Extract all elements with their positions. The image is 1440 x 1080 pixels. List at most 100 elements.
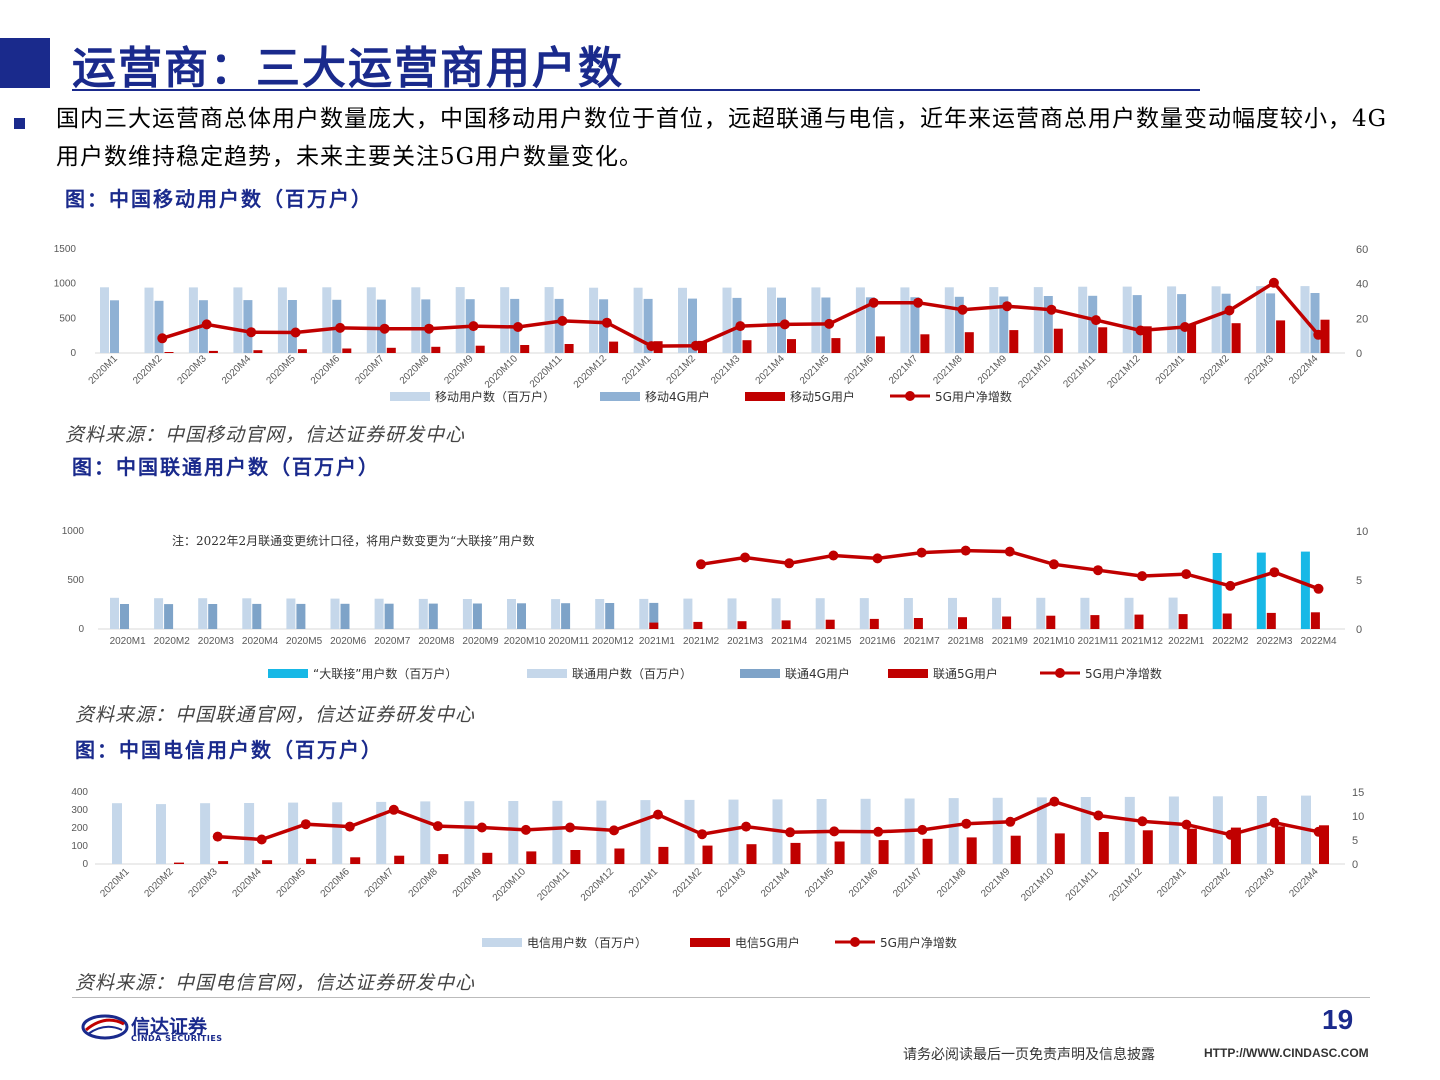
bar-5g xyxy=(1053,328,1063,353)
disclaimer-text: 请务必阅读最后一页免责声明及信息披露 xyxy=(903,1047,1155,1063)
bar-5g xyxy=(702,845,713,864)
x-tick-label: 2020M9 xyxy=(442,353,476,387)
line-point xyxy=(1093,565,1103,576)
legend-swatch xyxy=(740,669,780,678)
y-right-tick-label: 0 xyxy=(1352,859,1358,871)
line-point xyxy=(476,822,487,833)
bar-total xyxy=(992,597,1002,629)
bar-total xyxy=(944,287,954,353)
bar-4g xyxy=(296,603,306,629)
bar-total xyxy=(948,597,957,629)
bar-total xyxy=(684,799,695,864)
bar-total xyxy=(1256,286,1266,353)
bar-4g xyxy=(643,298,653,353)
bar-4g xyxy=(243,300,253,353)
page-title: 运营商：三大运营商用户数 xyxy=(72,43,624,94)
bar-5g xyxy=(922,838,933,864)
bar-total xyxy=(1300,551,1310,629)
y-left-tick-label: 0 xyxy=(70,348,76,359)
x-tick-label: 2021M10 xyxy=(1033,636,1075,647)
line-point xyxy=(913,297,924,308)
line-point xyxy=(961,818,972,829)
x-tick-label: 2022M1 xyxy=(1168,636,1205,647)
line-point xyxy=(256,834,267,845)
bar-4g xyxy=(472,603,482,629)
x-tick-label: 2020M2 xyxy=(131,353,165,387)
line-point xyxy=(513,322,523,332)
line-point xyxy=(609,825,619,836)
bar-5g xyxy=(1002,616,1012,629)
bar-total xyxy=(1080,597,1090,629)
x-tick-label: 2020M8 xyxy=(398,353,432,387)
bar-total xyxy=(330,598,340,629)
bar-5g xyxy=(966,837,977,864)
bar-5g xyxy=(342,348,352,353)
x-tick-label: 2020M11 xyxy=(528,353,565,390)
x-tick-label: 2022M4 xyxy=(1287,353,1321,387)
bar-5g xyxy=(306,858,317,864)
bar-5g xyxy=(297,349,307,353)
y-left-tick-label: 400 xyxy=(71,787,88,798)
x-tick-label: 2021M7 xyxy=(904,636,941,647)
bar-total xyxy=(552,800,563,864)
x-tick-label: 2021M11 xyxy=(1064,866,1101,903)
line-point xyxy=(1002,301,1013,312)
line-point xyxy=(1224,305,1235,316)
x-tick-label: 2021M8 xyxy=(948,636,985,647)
title-underline xyxy=(72,89,1200,91)
legend-label: 移动5G用户 xyxy=(790,389,855,404)
x-tick-label: 2021M6 xyxy=(842,353,876,387)
y-left-tick-label: 1000 xyxy=(54,279,77,290)
bar-4g xyxy=(954,296,964,353)
line-point xyxy=(1093,810,1104,821)
line-point xyxy=(779,319,790,330)
bar-4g xyxy=(649,602,659,629)
bar-total xyxy=(374,598,384,629)
bar-total xyxy=(200,803,211,864)
x-tick-label: 2021M2 xyxy=(671,866,705,900)
x-tick-label: 2020M9 xyxy=(451,866,485,900)
line-point xyxy=(1181,569,1192,580)
line-point xyxy=(1048,559,1059,570)
bar-total xyxy=(464,801,475,864)
bar-5g xyxy=(913,618,923,629)
bar-5g xyxy=(1142,830,1153,864)
line-point xyxy=(1268,277,1279,288)
x-tick-label: 2021M9 xyxy=(976,353,1010,387)
y-left-tick-label: 0 xyxy=(78,624,84,635)
bar-5g xyxy=(438,854,449,864)
x-tick-label: 2021M1 xyxy=(620,353,654,387)
bar-5g xyxy=(1310,612,1320,629)
x-tick-label: 2020M5 xyxy=(275,866,309,900)
line-point xyxy=(1225,829,1236,840)
bar-5g xyxy=(1231,323,1241,353)
bar-5g xyxy=(350,857,361,864)
x-tick-label: 2020M7 xyxy=(374,636,411,647)
bar-5g xyxy=(746,844,757,864)
website-url[interactable]: HTTP://WWW.CINDASC.COM xyxy=(1204,1046,1369,1060)
chart-mobile: 0 500 1000 1500 0 20 40 60 2020M1 2020M2 2020M3 202… xyxy=(54,244,1369,404)
line-point xyxy=(653,809,663,820)
bar-4g xyxy=(554,298,564,353)
line-point xyxy=(1313,329,1324,340)
bar-4g xyxy=(1088,295,1098,353)
x-tick-label: 2020M7 xyxy=(353,353,387,387)
bar-total xyxy=(859,598,869,629)
y-left-tick-label: 300 xyxy=(71,805,88,816)
footer-divider xyxy=(72,997,1370,998)
bar-4g xyxy=(910,297,920,353)
line-point xyxy=(824,318,835,329)
bar-5g xyxy=(1319,825,1329,864)
line-point xyxy=(1313,583,1324,594)
x-tick-label: 2020M6 xyxy=(309,353,343,387)
bar-5g xyxy=(958,617,967,629)
bar-total xyxy=(595,599,605,629)
legend-label: 电信5G用户 xyxy=(735,935,800,950)
line-point xyxy=(424,323,434,334)
bar-5g xyxy=(609,341,619,353)
bar-total xyxy=(154,598,164,629)
bar-4g xyxy=(865,297,875,353)
bar-5g xyxy=(1090,615,1100,629)
x-tick-label: 2021M5 xyxy=(803,866,837,900)
series-line-5g-net-add xyxy=(217,799,1319,842)
